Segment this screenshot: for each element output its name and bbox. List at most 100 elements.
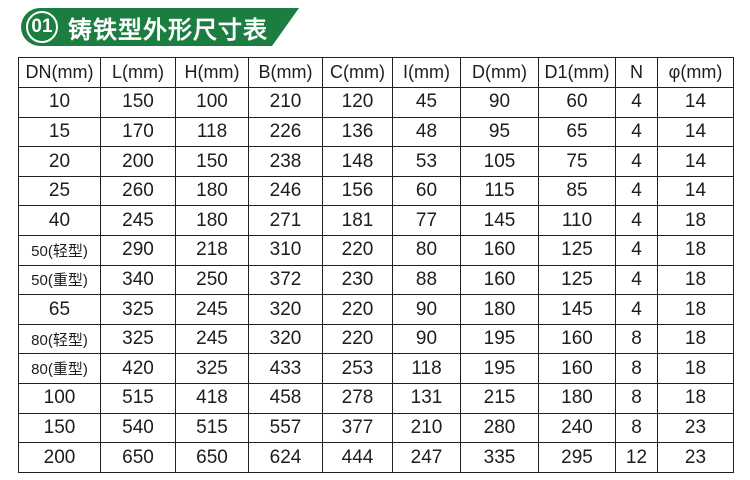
table-cell: 245 [100, 205, 176, 237]
table-cell: 4 [615, 205, 658, 237]
table-cell: 90 [460, 87, 539, 118]
table-row: 50(轻型) 290 218 310 220 80 160 125 4 18 [18, 235, 734, 266]
table-cell: 148 [322, 146, 393, 177]
table-cell: 23 [657, 442, 734, 473]
table-cell: 195 [460, 323, 539, 355]
table-cell: 160 [538, 323, 616, 355]
table-cell: 250 [175, 264, 249, 296]
table-row: 20 200 150 238 148 53 105 75 4 14 [18, 146, 734, 177]
header-row: DN(mm) L(mm) H(mm) B(mm) C(mm) I(mm) D(mm) D1(m… [18, 57, 734, 88]
spec-table-header: DN(mm) L(mm) H(mm) B(mm) C(mm) I(mm) D(mm) D1(m… [18, 57, 734, 88]
column-header: D1(mm) [538, 57, 616, 88]
table-cell: 377 [322, 412, 393, 444]
table-cell: 120 [322, 87, 393, 118]
table-cell: 195 [460, 353, 539, 385]
table-cell: 280 [460, 412, 539, 444]
table-cell: 18 [657, 205, 734, 237]
column-header: N [615, 57, 658, 88]
table-cell: 18 [657, 383, 734, 414]
table-cell: 14 [657, 146, 734, 177]
table-cell: 50(重型) [18, 264, 101, 296]
table-cell: 20 [18, 146, 101, 177]
section-number-badge: 01 [26, 11, 58, 43]
table-cell: 88 [392, 264, 461, 296]
table-cell: 125 [538, 264, 616, 296]
table-row: 150 540 515 557 377 210 280 240 8 23 [18, 412, 734, 444]
table-cell: 245 [175, 323, 249, 355]
table-cell: 650 [100, 442, 176, 473]
table-row: 10 150 100 210 120 45 90 60 4 14 [18, 87, 734, 118]
table-cell: 238 [248, 146, 323, 177]
table-cell: 8 [615, 383, 658, 414]
table-cell: 18 [657, 235, 734, 266]
table-cell: 210 [248, 87, 323, 118]
table-cell: 226 [248, 116, 323, 148]
table-cell: 325 [100, 294, 176, 325]
table-cell: 95 [460, 116, 539, 148]
table-cell: 65 [18, 294, 101, 325]
table-cell: 25 [18, 175, 101, 207]
table-cell: 60 [392, 175, 461, 207]
table-cell: 8 [615, 412, 658, 444]
table-cell: 253 [322, 353, 393, 385]
table-cell: 4 [615, 294, 658, 325]
table-cell: 557 [248, 412, 323, 444]
table-cell: 115 [460, 175, 539, 207]
table-cell: 320 [248, 323, 323, 355]
column-header: H(mm) [175, 57, 249, 88]
table-row: 50(重型) 340 250 372 230 88 160 125 4 18 [18, 264, 734, 296]
table-cell: 118 [175, 116, 249, 148]
table-row: 40 245 180 271 181 77 145 110 4 18 [18, 205, 734, 237]
table-cell: 18 [657, 264, 734, 296]
table-cell: 100 [18, 383, 101, 414]
table-cell: 420 [100, 353, 176, 385]
table-cell: 372 [248, 264, 323, 296]
table-cell: 150 [18, 412, 101, 444]
table-cell: 418 [175, 383, 249, 414]
table-cell: 290 [100, 235, 176, 266]
spec-table-body: 10 150 100 210 120 45 90 60 4 14 15 170 118 226 136 48 9… [18, 87, 734, 473]
section-title: 铸铁型外形尺寸表 [68, 16, 268, 44]
table-cell: 85 [538, 175, 616, 207]
table-cell: 247 [392, 442, 461, 473]
table-cell: 650 [175, 442, 249, 473]
table-cell: 210 [392, 412, 461, 444]
table-cell: 4 [615, 87, 658, 118]
table-cell: 180 [538, 383, 616, 414]
table-cell: 105 [460, 146, 539, 177]
table-cell: 125 [538, 235, 616, 266]
table-cell: 278 [322, 383, 393, 414]
table-cell: 433 [248, 353, 323, 385]
table-cell: 45 [392, 87, 461, 118]
table-cell: 230 [322, 264, 393, 296]
table-cell: 180 [460, 294, 539, 325]
table-cell: 145 [460, 205, 539, 237]
table-cell: 136 [322, 116, 393, 148]
table-cell: 48 [392, 116, 461, 148]
table-cell: 4 [615, 235, 658, 266]
table-cell: 53 [392, 146, 461, 177]
table-cell: 80(轻型) [18, 323, 101, 355]
table-cell: 245 [175, 294, 249, 325]
column-header: L(mm) [100, 57, 176, 88]
table-cell: 200 [18, 442, 101, 473]
table-cell: 220 [322, 323, 393, 355]
table-cell: 200 [100, 146, 176, 177]
table-cell: 14 [657, 87, 734, 118]
table-cell: 240 [538, 412, 616, 444]
column-header: I(mm) [392, 57, 461, 88]
table-cell: 181 [322, 205, 393, 237]
table-cell: 515 [175, 412, 249, 444]
column-header: DN(mm) [18, 57, 101, 88]
table-row: 15 170 118 226 136 48 95 65 4 14 [18, 116, 734, 148]
table-cell: 40 [18, 205, 101, 237]
table-cell: 50(轻型) [18, 235, 101, 266]
table-cell: 18 [657, 353, 734, 385]
table-cell: 8 [615, 353, 658, 385]
table-cell: 215 [460, 383, 539, 414]
table-cell: 4 [615, 116, 658, 148]
table-cell: 4 [615, 175, 658, 207]
table-cell: 260 [100, 175, 176, 207]
table-cell: 118 [392, 353, 461, 385]
table-cell: 335 [460, 442, 539, 473]
